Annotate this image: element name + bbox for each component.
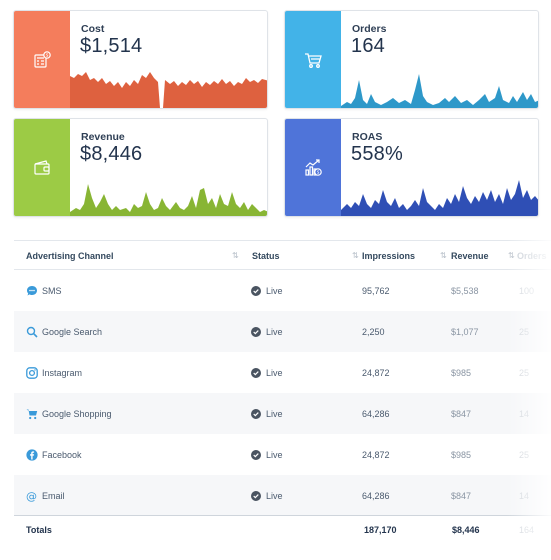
instagram-icon — [26, 366, 38, 379]
roas-label: ROAS — [352, 131, 383, 143]
revenue-card[interactable]: Revenue $8,446 — [13, 118, 268, 217]
table-row[interactable]: Facebook Live 24,872 $985 25 — [14, 434, 551, 475]
growth-chart-icon: $ — [305, 158, 322, 176]
cost-sparkline — [70, 72, 267, 108]
status-text: Live — [266, 449, 283, 460]
cost-label: Cost — [81, 23, 105, 35]
totals-row: Totals 187,170 $8,446 164 — [14, 515, 551, 543]
channel-name[interactable]: Google Shopping — [42, 408, 112, 419]
table-row[interactable]: SMS Live 95,762 $5,538 100 — [14, 270, 551, 311]
sort-icon[interactable]: ⇅ — [352, 251, 359, 260]
impressions-value: 64,286 — [362, 490, 390, 501]
table-header: Advertising Channel ⇅ Status ⇅ Impressio… — [14, 240, 551, 270]
channel-name[interactable]: Instagram — [42, 367, 83, 378]
impressions-value: 24,872 — [362, 449, 390, 460]
revenue-value: $5,538 — [451, 285, 479, 296]
channel-name[interactable]: SMS — [42, 285, 62, 296]
roas-sparkline — [341, 180, 538, 216]
check-circle-icon — [251, 326, 261, 337]
revenue-value: $985 — [451, 449, 472, 460]
search-icon — [26, 326, 38, 338]
table-row[interactable]: @ Email Live 64,286 $847 14 — [14, 475, 551, 516]
status-text: Live — [266, 285, 283, 296]
table-row[interactable]: Google Shopping Live 64,286 $847 14 — [14, 393, 551, 434]
orders-sparkline — [341, 74, 538, 108]
facebook-icon — [26, 448, 38, 461]
sort-icon[interactable]: ⇅ — [440, 251, 447, 260]
sms-icon — [27, 285, 37, 295]
revenue-label: Revenue — [81, 131, 125, 143]
svg-text:@: @ — [26, 490, 37, 502]
orders-value: 25 — [519, 326, 530, 337]
header-revenue[interactable]: Revenue — [451, 251, 489, 261]
totals-revenue: $8,446 — [452, 524, 480, 535]
totals-impressions: 187,170 — [364, 524, 397, 535]
channel-name[interactable]: Google Search — [42, 326, 103, 337]
table-row[interactable]: Instagram Live 24,872 $985 25 — [14, 352, 551, 393]
header-status[interactable]: Status — [252, 251, 280, 261]
cost-tile: $ — [14, 11, 70, 108]
sort-icon[interactable]: ⇅ — [232, 251, 239, 260]
revenue-value: $847 — [451, 408, 472, 419]
check-circle-icon — [251, 490, 261, 501]
check-circle-icon — [251, 285, 261, 296]
email-icon: @ — [26, 490, 37, 502]
revenue-value: $1,077 — [451, 326, 479, 337]
orders-card[interactable]: Orders 164 — [284, 10, 539, 109]
impressions-value: 24,872 — [362, 367, 390, 378]
roas-tile: $ — [285, 119, 341, 216]
cost-icon: $ — [34, 50, 51, 68]
impressions-value: 64,286 — [362, 408, 390, 419]
shopping-cart-icon — [26, 409, 38, 419]
orders-value: 14 — [519, 490, 530, 501]
orders-label: Orders — [352, 23, 387, 35]
orders-tile — [285, 11, 341, 108]
roas-card[interactable]: $ ROAS 558% — [284, 118, 539, 217]
svg-text:$: $ — [46, 52, 49, 58]
status-text: Live — [266, 326, 283, 337]
header-impressions[interactable]: Impressions — [362, 251, 416, 261]
status-text: Live — [266, 490, 283, 501]
revenue-value: $8,446 — [80, 143, 143, 165]
cost-value: $1,514 — [80, 35, 143, 57]
status-text: Live — [266, 367, 283, 378]
orders-value: 100 — [519, 285, 535, 296]
channel-name[interactable]: Facebook — [42, 449, 82, 460]
table-row[interactable]: Google Search Live 2,250 $1,077 25 — [14, 311, 551, 352]
orders-value: 164 — [351, 35, 385, 57]
impressions-value: 2,250 — [362, 326, 385, 337]
roas-value: 558% — [351, 143, 403, 165]
revenue-value: $847 — [451, 490, 472, 501]
header-advertising-channel[interactable]: Advertising Channel — [26, 251, 114, 261]
revenue-tile — [14, 119, 70, 216]
check-circle-icon — [251, 449, 261, 460]
svg-text:$: $ — [317, 169, 320, 175]
orders-value: 25 — [519, 449, 530, 460]
check-circle-icon — [251, 367, 261, 378]
channels-table: Advertising Channel ⇅ Status ⇅ Impressio… — [14, 240, 551, 546]
orders-value: 25 — [519, 367, 530, 378]
cart-icon — [305, 52, 322, 68]
status-text: Live — [266, 408, 283, 419]
orders-value: 14 — [519, 408, 530, 419]
check-circle-icon — [251, 408, 261, 419]
totals-label: Totals — [26, 524, 52, 535]
sort-icon[interactable]: ⇅ — [508, 251, 515, 260]
totals-orders: 164 — [519, 524, 535, 535]
wallet-icon — [34, 159, 50, 175]
cost-card[interactable]: $ Cost $1,514 — [13, 10, 268, 109]
header-orders[interactable]: Orders — [517, 251, 547, 261]
channel-name[interactable]: Email — [42, 490, 65, 501]
revenue-value: $985 — [451, 367, 472, 378]
impressions-value: 95,762 — [362, 285, 390, 296]
revenue-sparkline — [70, 184, 267, 216]
